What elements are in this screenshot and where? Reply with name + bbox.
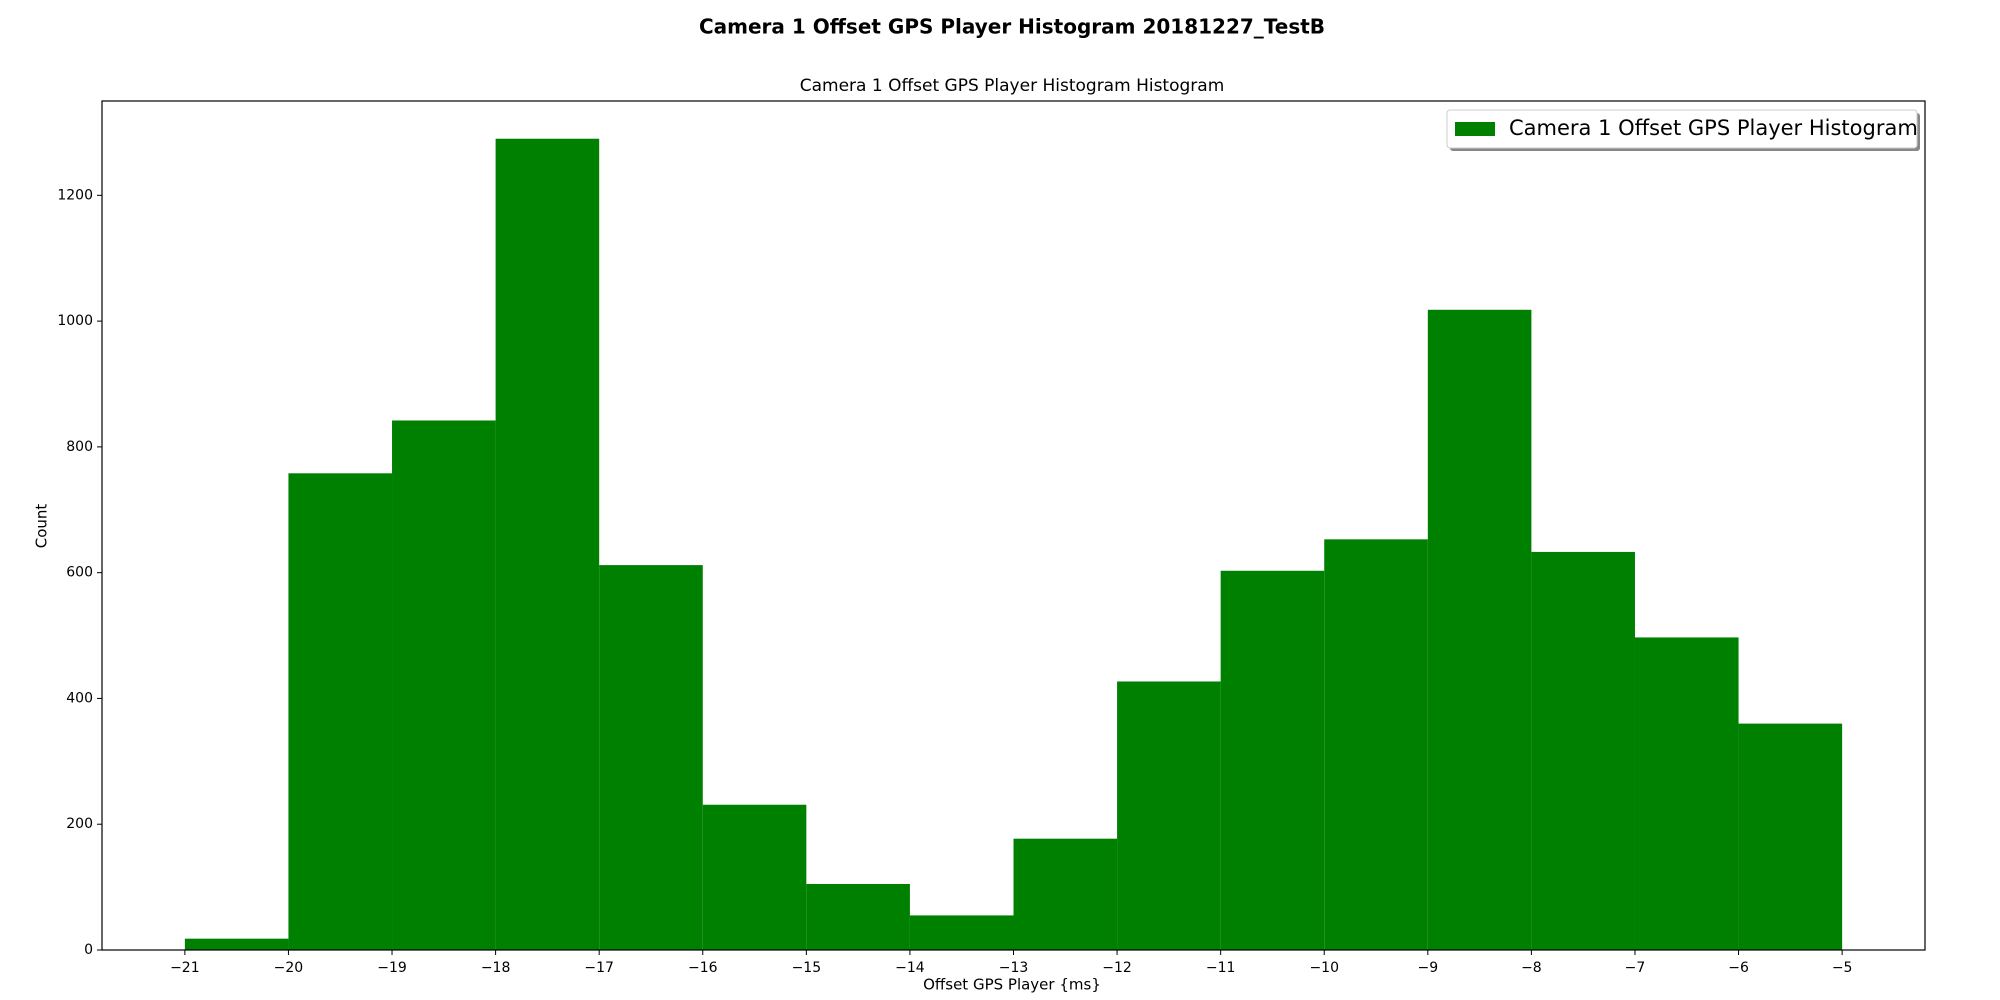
x-tick-label: −11	[1206, 960, 1236, 976]
y-tick-label: 200	[66, 816, 93, 832]
y-tick-label: 600	[66, 565, 93, 581]
x-tick-label: −12	[1102, 960, 1132, 976]
x-tick-label: −8	[1521, 960, 1542, 976]
x-tick-label: −9	[1417, 960, 1438, 976]
histogram-bar	[1738, 723, 1843, 950]
histogram-bar	[1013, 838, 1118, 950]
x-tick-label: −5	[1832, 960, 1853, 976]
legend-swatch	[1455, 122, 1495, 136]
histogram-bar	[392, 420, 496, 950]
histogram-bar	[909, 915, 1014, 950]
x-axis-label: Offset GPS Player {ms}	[923, 976, 1101, 994]
chart-title: Camera 1 Offset GPS Player Histogram 201…	[699, 15, 1325, 39]
histogram-bar	[599, 565, 703, 950]
histogram-bar	[495, 138, 600, 950]
x-tick-label: −20	[274, 960, 304, 976]
legend: Camera 1 Offset GPS Player Histogram	[1446, 109, 1920, 151]
y-axis-label: Count	[33, 504, 51, 549]
histogram-bar	[1427, 309, 1532, 950]
x-tick-label: −15	[792, 960, 822, 976]
x-tick-label: −16	[688, 960, 718, 976]
x-tick-label: −21	[170, 960, 200, 976]
x-tick-label: −13	[999, 960, 1029, 976]
histogram-bar	[1324, 539, 1428, 950]
x-tick-label: −18	[481, 960, 511, 976]
histogram-bar	[184, 938, 289, 950]
histogram-bar	[1634, 637, 1739, 950]
x-tick-label: −7	[1625, 960, 1646, 976]
chart-subtitle: Camera 1 Offset GPS Player Histogram His…	[800, 76, 1225, 96]
histogram-bar	[1220, 570, 1325, 950]
legend-box	[1446, 109, 1918, 149]
y-tick-label: 1000	[57, 313, 93, 329]
histogram-bar	[702, 804, 807, 950]
y-tick-label: 800	[66, 439, 93, 455]
histogram-bar	[806, 883, 910, 950]
y-tick-label: 1200	[57, 187, 93, 203]
x-tick-label: −17	[584, 960, 614, 976]
y-tick-label: 400	[66, 690, 93, 706]
x-tick-label: −6	[1728, 960, 1749, 976]
histogram-bar	[288, 473, 393, 950]
legend-label: Camera 1 Offset GPS Player Histogram	[1509, 116, 1918, 140]
x-tick-label: −19	[377, 960, 407, 976]
x-tick-label: −14	[895, 960, 925, 976]
histogram-bar	[1117, 681, 1221, 950]
y-tick-label: 0	[84, 942, 93, 958]
x-tick-label: −10	[1309, 960, 1339, 976]
histogram-bar	[1531, 551, 1635, 950]
